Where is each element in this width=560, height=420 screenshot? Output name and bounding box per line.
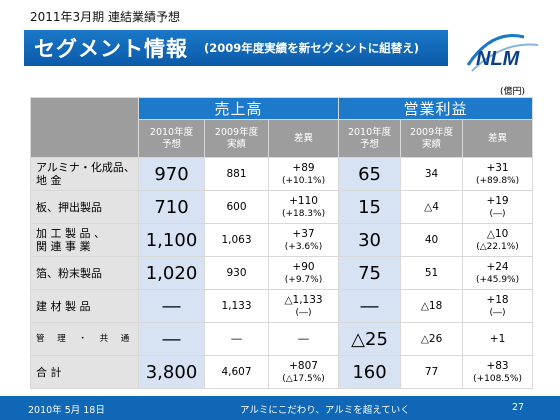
profit-forecast: ― (338, 289, 402, 323)
corner-cell (30, 97, 139, 158)
table-row: 加 工 製 品 、関 連 事 業 1,100 1,063 +37 (+3.6%) … (30, 223, 534, 257)
col-actual-profit: 2009年度 実績 (400, 119, 464, 158)
profit-actual: 34 (400, 157, 464, 191)
sales-actual: 600 (204, 190, 269, 224)
table-row: 管 理 ・ 共 通 ― ― ― △25 △26 +1 (30, 322, 534, 356)
sales-actual: 930 (204, 256, 269, 290)
sales-forecast: 710 (138, 190, 205, 224)
sales-diff: +90 (+9.7%) (267, 256, 340, 290)
page-title: セグメント情報 (34, 37, 188, 61)
col-diff-profit: 差異 (462, 119, 534, 158)
row-label: 建 材 製 品 (30, 289, 139, 323)
title-note: (2009年度実績を新セグメントに組替え) (204, 41, 420, 55)
row-label: 管 理 ・ 共 通 (30, 322, 139, 356)
profit-diff: +24 (+45.9%) (462, 256, 534, 290)
profit-actual: 77 (400, 355, 464, 389)
row-label: 箔、粉末製品 (30, 256, 139, 290)
company-logo: NLM (466, 34, 539, 72)
sales-forecast: ― (138, 322, 205, 356)
profit-actual: △26 (400, 322, 464, 356)
logo-text: NLM (476, 48, 521, 70)
sales-forecast: ― (138, 289, 205, 323)
sales-diff: +110 (+18.3%) (267, 190, 340, 224)
profit-diff: +83 (+108.5%) (462, 355, 534, 389)
sales-actual: 881 (204, 157, 269, 191)
profit-forecast: △25 (338, 322, 402, 356)
table-row: アルミナ・化成品、地 金 970 881 +89 (+10.1%) 65 34 +… (30, 157, 534, 191)
sales-actual: 4,607 (204, 355, 269, 389)
sales-diff: +807 (△17.5%) (267, 355, 340, 389)
sales-diff: ― (267, 322, 340, 356)
profit-diff: +1 (462, 322, 534, 356)
table-row: 箔、粉末製品 1,020 930 +90 (+9.7%) 75 51 +24 (+4… (30, 256, 534, 290)
footer-slogan: アルミにこだわり、アルミを超えていく (240, 405, 410, 416)
sales-forecast: 1,020 (138, 256, 205, 290)
col-forecast-profit: 2010年度 予想 (338, 119, 402, 158)
profit-forecast: 30 (338, 223, 402, 257)
table-row-total: 合 計 3,800 4,607 +807 (△17.5%) 160 77 +83(… (30, 355, 534, 389)
sales-forecast: 1,100 (138, 223, 205, 257)
footer-date: 2010年 5月 18日 (28, 405, 105, 416)
profit-diff: +31 (+89.8%) (462, 157, 534, 191)
row-label: 加 工 製 品 、関 連 事 業 (30, 223, 139, 257)
group-profit: 営業利益 (338, 97, 534, 120)
profit-actual: 40 (400, 223, 464, 257)
sales-diff: +89 (+10.1%) (267, 157, 340, 191)
group-sales: 売上高 (137, 97, 340, 120)
table-row: 建 材 製 品 ― 1,133 △1,133 (―) ― △18 +18 (―) (30, 289, 534, 323)
sales-forecast: 970 (138, 157, 205, 191)
sales-diff: +37 (+3.6%) (267, 223, 340, 257)
profit-diff: △10 (△22.1%) (462, 223, 534, 257)
footer-bar: 2010年 5月 18日 アルミにこだわり、アルミを超えていく 27 (0, 396, 560, 420)
profit-forecast: 75 (338, 256, 402, 290)
sales-forecast: 3,800 (138, 355, 205, 389)
col-actual-sales: 2009年度 実績 (204, 119, 269, 158)
col-forecast-sales: 2010年度 予想 (138, 119, 205, 158)
profit-actual: △18 (400, 289, 464, 323)
profit-forecast: 15 (338, 190, 402, 224)
profit-forecast: 160 (338, 355, 402, 389)
profit-diff: +18 (―) (462, 289, 534, 323)
unit-label: (億円) (500, 87, 526, 97)
title-band: セグメント情報 (2009年度実績を新セグメントに組替え) (24, 30, 448, 66)
profit-actual: △4 (400, 190, 464, 224)
profit-diff: +19 (―) (462, 190, 534, 224)
sales-actual: ― (204, 322, 269, 356)
segment-table: 売上高 営業利益 2010年度 予想 2009年度 実績 差異 2010年度 予想 2… (30, 97, 534, 389)
row-label: 板、押出製品 (30, 190, 139, 224)
page-number: 27 (512, 402, 525, 413)
profit-actual: 51 (400, 256, 464, 290)
col-diff-sales: 差異 (267, 119, 340, 158)
profit-forecast: 65 (338, 157, 402, 191)
table-row: 板、押出製品 710 600 +110 (+18.3%) 15 △4 +19 (―) (30, 190, 534, 224)
subtitle: 2011年3月期 連結業績予想 (30, 10, 180, 24)
sales-actual: 1,063 (204, 223, 269, 257)
row-label: 合 計 (30, 355, 139, 389)
sales-diff: △1,133 (―) (267, 289, 340, 323)
sales-actual: 1,133 (204, 289, 269, 323)
row-label: アルミナ・化成品、地 金 (30, 157, 139, 191)
